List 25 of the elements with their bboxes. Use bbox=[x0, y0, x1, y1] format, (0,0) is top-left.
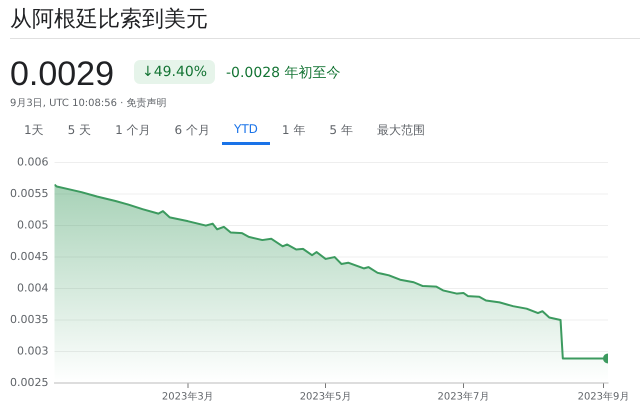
text: 5 天 bbox=[66, 122, 92, 139]
y-tick-label: 0.005 bbox=[16, 218, 48, 232]
y-tick-label: 0.0055 bbox=[10, 186, 48, 200]
text: 1 年 bbox=[280, 122, 306, 139]
text: 1 个月 bbox=[114, 122, 152, 139]
text: -0.0028 年初至今 bbox=[226, 64, 340, 82]
y-tick-label: 0.0025 bbox=[10, 376, 48, 389]
text: ↓49.40% bbox=[134, 60, 216, 84]
y-tick-label: 0.0035 bbox=[10, 312, 48, 326]
text: 1天 bbox=[23, 122, 45, 139]
text: 最大范围 bbox=[376, 122, 426, 139]
text: 9月3日, UTC 10:08:56 · 免责声明 bbox=[10, 96, 167, 110]
chart-title: 从阿根廷比索到美元 bbox=[10, 6, 208, 34]
text: 0.0029 bbox=[10, 55, 114, 94]
y-tick-label: 0.004 bbox=[16, 281, 48, 294]
x-tick-label: 2023年7月 bbox=[438, 390, 490, 403]
x-tick-label: 2023年9月 bbox=[578, 390, 630, 403]
text: 6 个月 bbox=[174, 122, 211, 139]
text: YTD bbox=[222, 120, 270, 145]
y-tick-label: 0.006 bbox=[16, 155, 48, 168]
x-tick-label: 2023年5月 bbox=[300, 390, 352, 403]
y-tick-label: 0.0045 bbox=[10, 250, 48, 263]
y-tick-label: 0.003 bbox=[16, 344, 48, 358]
x-tick-label: 2023年3月 bbox=[162, 390, 214, 403]
text: 5 年 bbox=[328, 122, 354, 139]
